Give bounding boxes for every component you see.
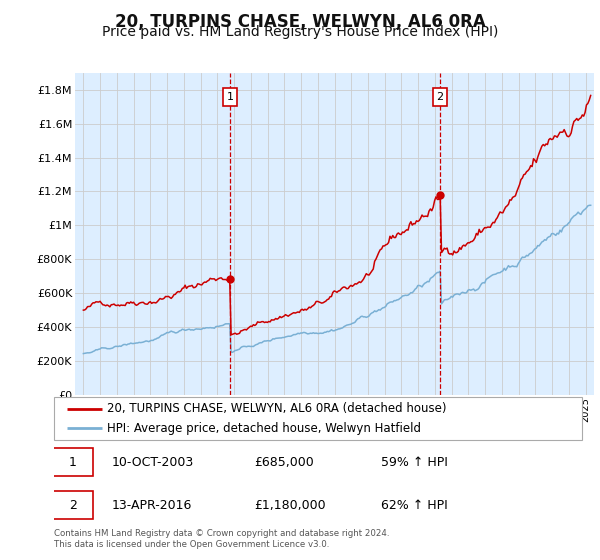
Text: 20, TURPINS CHASE, WELWYN, AL6 0RA (detached house): 20, TURPINS CHASE, WELWYN, AL6 0RA (deta… (107, 402, 446, 415)
Text: 10-OCT-2003: 10-OCT-2003 (112, 456, 194, 469)
Text: HPI: Average price, detached house, Welwyn Hatfield: HPI: Average price, detached house, Welw… (107, 422, 421, 435)
Text: 2: 2 (436, 92, 443, 102)
Text: 59% ↑ HPI: 59% ↑ HPI (382, 456, 448, 469)
Text: 20, TURPINS CHASE, WELWYN, AL6 0RA: 20, TURPINS CHASE, WELWYN, AL6 0RA (115, 13, 485, 31)
Text: Price paid vs. HM Land Registry's House Price Index (HPI): Price paid vs. HM Land Registry's House … (102, 25, 498, 39)
Text: 1: 1 (69, 456, 77, 469)
Text: 2: 2 (69, 499, 77, 512)
FancyBboxPatch shape (53, 448, 92, 477)
Text: 1: 1 (227, 92, 234, 102)
Text: 13-APR-2016: 13-APR-2016 (112, 499, 193, 512)
Text: Contains HM Land Registry data © Crown copyright and database right 2024.
This d: Contains HM Land Registry data © Crown c… (54, 529, 389, 549)
Text: £1,180,000: £1,180,000 (254, 499, 326, 512)
FancyBboxPatch shape (53, 491, 92, 520)
Text: £685,000: £685,000 (254, 456, 314, 469)
Text: 62% ↑ HPI: 62% ↑ HPI (382, 499, 448, 512)
FancyBboxPatch shape (54, 397, 582, 440)
